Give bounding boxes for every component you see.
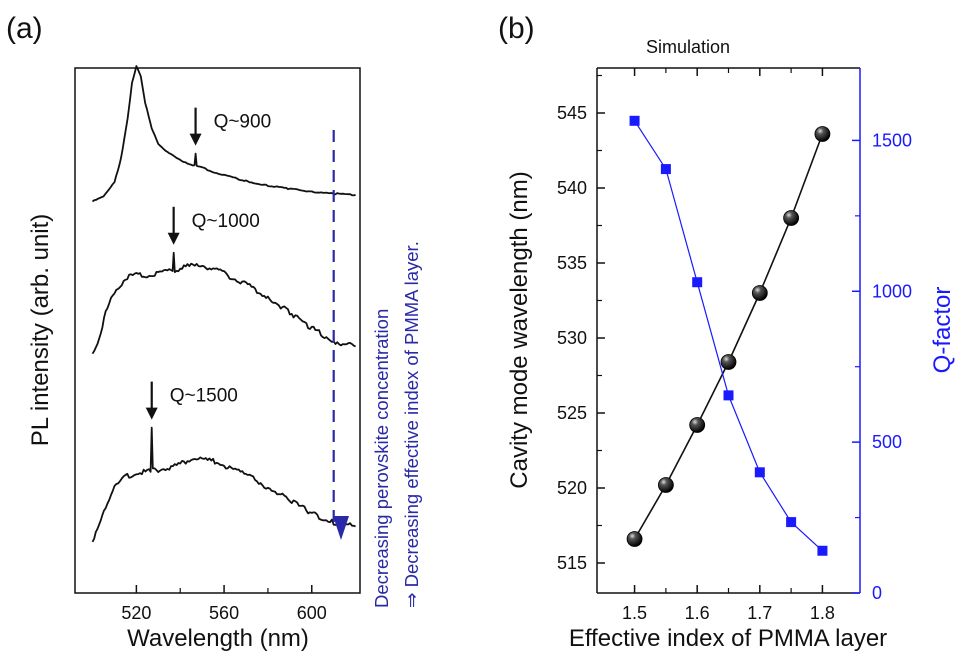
panel-a-y-axis-title: PL intensity (arb. unit) xyxy=(27,214,54,447)
panel-b-title: Simulation xyxy=(646,37,730,57)
panel-b-x-tick-label: 1.5 xyxy=(622,603,647,623)
cavity-wavelength-point xyxy=(751,285,768,301)
panel-b-x-axis-title: Effective index of PMMA layer xyxy=(569,625,887,652)
panel-a-frame xyxy=(74,67,361,594)
panel-b-y2-tick-label: 500 xyxy=(872,432,902,452)
panel-b-y-tick-label: 545 xyxy=(557,103,587,123)
pl-spectrum-line xyxy=(91,426,356,543)
cavity-wavelength-point xyxy=(689,417,706,433)
panel-b-x-ticks: 1.5 1.6 1.7 1.8 xyxy=(622,68,835,623)
panel-b: (b) Simulation 1.5 1.6 1.7 1.8 515 520 525 530… xyxy=(498,12,956,652)
panel-a-label: (a) xyxy=(6,12,43,45)
panel-b-y-ticks: 515 520 525 530 535 540 545 xyxy=(557,74,605,573)
q-factor-point xyxy=(723,390,734,401)
q-factor-annotation: Q~1000 xyxy=(192,211,260,232)
pl-spectrum-line xyxy=(91,65,356,203)
panel-b-y-axis-title: Cavity mode wavelength (nm) xyxy=(506,171,533,488)
panel-a-x-axis-title: Wavelength (nm) xyxy=(127,625,309,652)
panel-b-x-tick-label: 1.8 xyxy=(810,603,835,623)
panel-b-y2-axis-title: Q-factor xyxy=(929,287,956,374)
cavity-wavelength-point xyxy=(814,126,831,142)
q-factor-point xyxy=(754,467,765,478)
panel-b-y-tick-label: 530 xyxy=(557,328,587,348)
panel-b-y-tick-label: 535 xyxy=(557,253,587,273)
panel-b-y-tick-label: 540 xyxy=(557,178,587,198)
panel-b-y-tick-label: 515 xyxy=(557,553,587,573)
pl-spectrum-line xyxy=(91,251,356,355)
q-factor-point xyxy=(692,277,703,288)
q-factor-point xyxy=(817,545,828,556)
panel-b-y2-tick-label: 0 xyxy=(872,583,882,603)
panel-a: (a) 520 560 600 Wavelength (nm) PL intensi… xyxy=(6,12,422,652)
q-factor-point xyxy=(660,164,671,175)
cavity-wavelength-point xyxy=(720,354,737,370)
panel-b-y-tick-label: 525 xyxy=(557,403,587,423)
cavity-wavelength-point xyxy=(657,477,674,493)
panel-a-x-tick-label: 600 xyxy=(297,603,327,623)
panel-a-q-annotations: Q~900 Q~1000 Q~1500 xyxy=(145,107,272,420)
q-factor-point xyxy=(629,115,640,126)
q-factor-point xyxy=(786,517,797,528)
panel-a-spectra xyxy=(91,65,356,543)
arrow-down-icon xyxy=(145,407,158,420)
panel-b-y-tick-label: 520 xyxy=(557,478,587,498)
arrow-down-icon xyxy=(167,232,180,245)
panel-b-y2-tick-label: 1500 xyxy=(872,130,912,150)
panel-a-x-tick-label: 520 xyxy=(121,603,151,623)
cavity-wavelength-point xyxy=(626,531,643,547)
cavity-wavelength-point xyxy=(783,210,800,226)
panel-b-x-tick-label: 1.6 xyxy=(685,603,710,623)
panel-b-x-tick-label: 1.7 xyxy=(747,603,772,623)
panel-b-y2-tick-label: 1000 xyxy=(872,281,912,301)
q-factor-annotation: Q~1500 xyxy=(170,386,238,407)
panel-b-series xyxy=(626,115,831,556)
arrow-down-icon xyxy=(189,133,202,146)
panel-a-x-tick-label: 560 xyxy=(209,603,239,623)
panel-a-x-ticks: 520 560 600 xyxy=(121,585,327,623)
annotation-line-1: Decreasing perovskite concentration xyxy=(371,309,392,608)
annotation-line-2: ⇒ Decreasing effective index of PMMA lay… xyxy=(401,241,422,608)
panel-b-label: (b) xyxy=(498,12,535,45)
panel-b-y2-ticks: 0 500 1000 1500 xyxy=(852,130,912,603)
arrow-head-icon xyxy=(333,516,349,540)
q-factor-annotation: Q~900 xyxy=(214,112,272,133)
